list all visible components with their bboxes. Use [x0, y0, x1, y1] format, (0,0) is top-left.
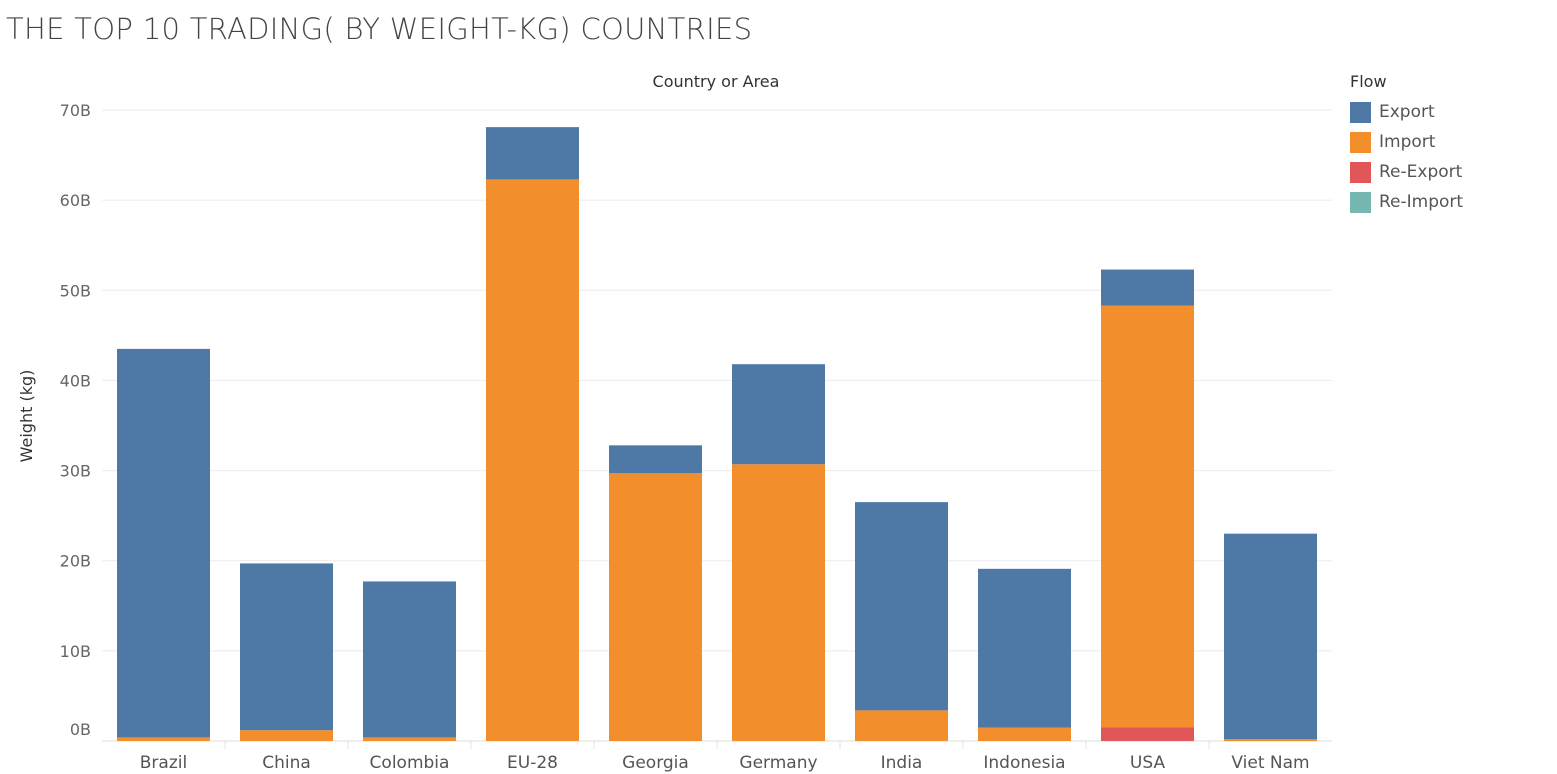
bar-export-usa[interactable] — [1101, 269, 1194, 306]
y-tick-label: 10B — [60, 642, 91, 661]
legend-label: Import — [1379, 132, 1436, 152]
x-tick-label: India — [881, 753, 923, 773]
bar-export-colombia[interactable] — [363, 581, 456, 738]
bar-export-germany[interactable] — [732, 364, 825, 465]
legend-swatch — [1350, 191, 1371, 213]
x-tick-label: Indonesia — [983, 753, 1065, 773]
legend-swatch — [1350, 131, 1371, 153]
legend-item-import[interactable]: Import — [1350, 127, 1463, 157]
bar-import-indonesia[interactable] — [978, 727, 1071, 741]
y-tick-label: 30B — [60, 462, 91, 481]
bar-chart: 0B 10B 20B 30B 40B 50B 60B 70B Brazil China Colom… — [17, 72, 1332, 773]
chart-title: THE TOP 10 TRADING( BY WEIGHT-KG) COUNTR… — [6, 12, 753, 46]
legend-swatch — [1350, 161, 1371, 183]
column-header: Country or Area — [653, 72, 780, 91]
bars — [117, 127, 1317, 741]
x-tick-label: Viet Nam — [1231, 753, 1309, 773]
legend-swatch — [1350, 101, 1371, 123]
bar-import-eu-28[interactable] — [486, 179, 579, 741]
y-tick-label: 50B — [60, 281, 91, 300]
x-tick-label: USA — [1130, 753, 1166, 773]
legend-label: Export — [1379, 102, 1435, 122]
bar-import-india[interactable] — [855, 710, 948, 741]
y-tick-label: 20B — [60, 552, 91, 571]
bar-export-eu-28[interactable] — [486, 127, 579, 180]
legend-item-re-import[interactable]: Re-Import — [1350, 187, 1463, 217]
x-tick-label: EU-28 — [507, 753, 558, 773]
bar-import-georgia[interactable] — [609, 473, 702, 741]
y-axis-label: Weight (kg) — [17, 370, 36, 463]
y-tick-label: 40B — [60, 371, 91, 390]
bar-export-india[interactable] — [855, 502, 948, 711]
bar-export-indonesia[interactable] — [978, 568, 1071, 728]
bar-export-georgia[interactable] — [609, 445, 702, 474]
y-tick-label: 70B — [60, 101, 91, 120]
bar-export-viet-nam[interactable] — [1224, 533, 1317, 740]
bar-import-usa[interactable] — [1101, 305, 1194, 728]
legend: Flow Export Import Re-Export Re-Import — [1350, 72, 1463, 217]
bar-import-viet-nam[interactable] — [1224, 739, 1317, 741]
bar-re-export-usa[interactable] — [1101, 727, 1194, 741]
y-axis-ticks: 0B 10B 20B 30B 40B 50B 60B 70B — [60, 101, 91, 739]
bar-import-germany[interactable] — [732, 464, 825, 741]
legend-item-re-export[interactable]: Re-Export — [1350, 157, 1463, 187]
bar-export-china[interactable] — [240, 563, 333, 731]
x-tick-label: Colombia — [370, 753, 450, 773]
bar-import-colombia[interactable] — [363, 737, 456, 741]
x-tick-label: Brazil — [140, 753, 187, 773]
legend-item-export[interactable]: Export — [1350, 97, 1463, 127]
bar-import-china[interactable] — [240, 730, 333, 741]
bar-import-brazil[interactable] — [117, 737, 210, 741]
legend-label: Re-Export — [1379, 162, 1463, 182]
bar-export-brazil[interactable] — [117, 348, 210, 738]
x-tick-label: Georgia — [622, 753, 689, 773]
legend-title: Flow — [1350, 72, 1387, 91]
x-tick-label: Germany — [739, 753, 817, 773]
y-tick-label: 60B — [60, 191, 91, 210]
legend-label: Re-Import — [1379, 192, 1464, 212]
y-tick-label: 0B — [70, 720, 91, 739]
x-axis-ticks: Brazil China Colombia EU-28 Georgia Germany In… — [140, 741, 1310, 773]
x-tick-label: China — [262, 753, 311, 773]
